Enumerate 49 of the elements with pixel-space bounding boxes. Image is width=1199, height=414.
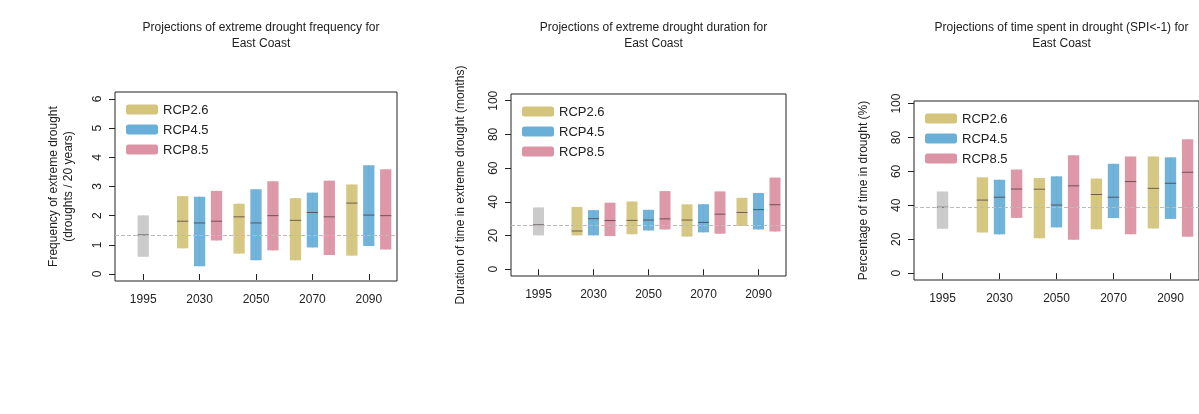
- y-tick-label: 0: [486, 265, 500, 273]
- y-tick-label: 100: [486, 90, 500, 111]
- x-tick-label: 2050: [1043, 291, 1071, 305]
- y-tick-label: 6: [90, 95, 104, 103]
- y-tick-label: 80: [486, 127, 500, 142]
- x-tick-label: 1995: [929, 291, 957, 305]
- y-tick-label: 80: [889, 130, 903, 145]
- y-tick-label: 60: [486, 161, 500, 175]
- chart-title: Projections of extreme drought frequency for East Coast: [142, 20, 380, 50]
- x-tick-label: 2090: [355, 292, 383, 306]
- legend-label: RCP4.5: [559, 124, 605, 139]
- y-axis-title: Percentage of time in drought (%): [855, 100, 870, 281]
- chart-title: Projections of time spent in drought (SPI<-1) for East Coast: [934, 20, 1189, 50]
- legend-label: RCP2.6: [962, 111, 1008, 126]
- x-tick-label: 1995: [129, 292, 157, 306]
- y-tick-label: 40: [889, 198, 903, 213]
- x-tick-label: 2070: [1100, 291, 1128, 305]
- y-tick-label: 2: [90, 212, 104, 220]
- legend-label: RCP8.5: [962, 151, 1008, 166]
- x-tick-label: 2090: [1157, 291, 1185, 305]
- y-tick-label: 100: [889, 93, 903, 114]
- y-tick-label: 20: [486, 228, 500, 243]
- x-tick-label: 2070: [299, 292, 327, 306]
- y-tick-label: 20: [889, 232, 903, 246]
- y-tick-label: 1: [90, 241, 104, 249]
- chart-title: Projections of extreme drought duration for East Coast: [539, 20, 768, 50]
- x-tick-label: 2050: [242, 292, 270, 306]
- y-axis-title: Frequency of extreme drought (droughts / 20 years): [45, 105, 75, 267]
- legend-label: RCP8.5: [163, 142, 209, 157]
- legend-label: RCP2.6: [559, 104, 605, 119]
- legend-label: RCP4.5: [962, 131, 1008, 146]
- legend-label: RCP4.5: [163, 122, 209, 137]
- y-tick-label: 4: [90, 153, 104, 161]
- y-tick-label: 60: [889, 164, 903, 179]
- y-tick-label: 40: [486, 194, 500, 209]
- x-tick-label: 2050: [635, 287, 663, 301]
- y-tick-label: 5: [90, 124, 104, 132]
- y-axis-title: Duration of time in extreme drought (months): [452, 65, 467, 305]
- x-tick-label: 1995: [525, 287, 553, 301]
- x-tick-label: 2030: [580, 287, 608, 301]
- y-tick-label: 0: [90, 270, 104, 278]
- legend-label: RCP2.6: [163, 102, 209, 117]
- y-tick-label: 0: [889, 269, 903, 277]
- legend-label: RCP8.5: [559, 144, 605, 159]
- x-tick-label: 2030: [186, 292, 214, 306]
- x-tick-label: 2070: [690, 287, 718, 301]
- x-tick-label: 2090: [745, 287, 773, 301]
- x-tick-label: 2030: [986, 291, 1014, 305]
- y-tick-label: 3: [90, 182, 104, 190]
